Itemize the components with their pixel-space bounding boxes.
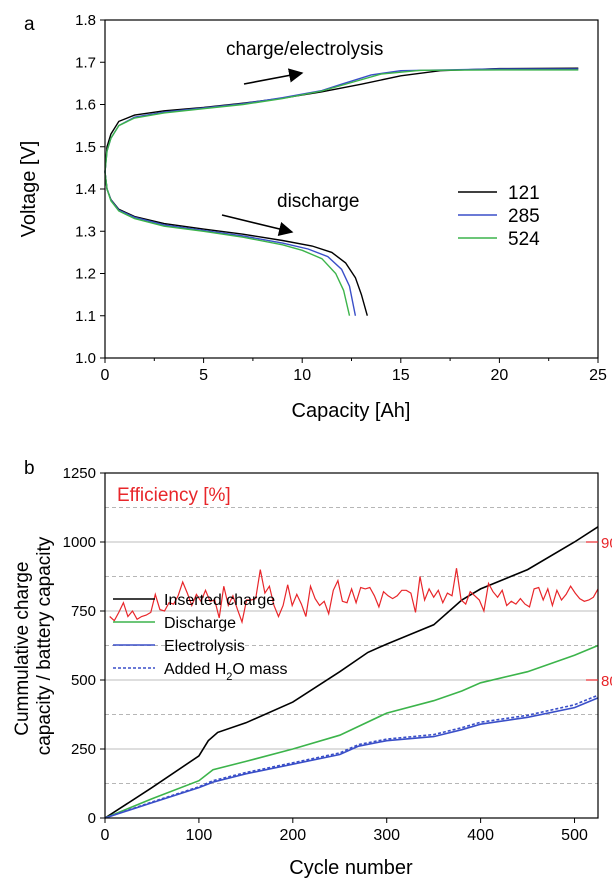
b-x-tick-label-400: 400 <box>467 827 494 844</box>
y-tick-label-1.0: 1.0 <box>75 350 96 367</box>
panel-b-series <box>104 526 599 819</box>
b-y-tick-label-1000: 1000 <box>63 534 96 551</box>
y-tick-label-1.5: 1.5 <box>75 139 96 156</box>
legend-label-electrolysis: Electrolysis <box>164 638 245 655</box>
panel-b-legend: Inserted charge Discharge Electrolysis Adde… <box>113 592 288 683</box>
legend-label-285: 285 <box>508 206 540 227</box>
x-tick-label-5: 5 <box>199 367 208 384</box>
series-285-charge-line <box>104 68 579 173</box>
panel-a-label: a <box>24 14 35 35</box>
y-tick-label-1.2: 1.2 <box>75 266 96 283</box>
panel-b-ticks: 0 100 200 300 400 500 0 250 500 750 1000 1250 <box>63 465 588 844</box>
panel-a: a 0 5 10 15 20 251.01.11.21.31.41.51.61.71.8 … <box>18 12 607 422</box>
legend-label-discharge: Discharge <box>164 615 236 632</box>
series-efficiency-line <box>109 568 599 625</box>
b-y-tick-label-500: 500 <box>71 672 96 689</box>
panel-b-label: b <box>24 458 35 479</box>
b-x-tick-label-500: 500 <box>561 827 588 844</box>
panel-a-y-axis-label: Voltage [V] <box>18 141 40 238</box>
panel-b-y-axis-label: Cummulative charge capacity / battery ca… <box>12 536 55 755</box>
panel-a-ticks: 0 5 10 15 20 25 1.0 1.1 1.2 1.3 1.4 1.5 1.6 1.7 1.8 <box>75 12 607 384</box>
x-tick-label-0: 0 <box>101 367 110 384</box>
b-y-tick-label-750: 750 <box>71 603 96 620</box>
y-tick-label-1.7: 1.7 <box>75 54 96 71</box>
y-tick-label-1.1: 1.1 <box>75 308 96 325</box>
series-524-charge-line <box>104 69 579 173</box>
legend-label-121: 121 <box>508 183 540 204</box>
annotation-charge-electrolysis: charge/electrolysis <box>226 39 383 60</box>
b-x-tick-label-300: 300 <box>373 827 400 844</box>
panel-b-plot-frame <box>104 472 599 819</box>
x-tick-label-10: 10 <box>293 367 311 384</box>
charge-arrow <box>243 68 304 85</box>
y-tick-label-1.3: 1.3 <box>75 223 96 240</box>
discharge-arrow <box>221 214 294 236</box>
b-x-tick-label-200: 200 <box>279 827 306 844</box>
legend-label-added-h2o-mass: Added H2O mass <box>164 661 288 683</box>
b-y-tick-label-250: 250 <box>71 741 96 758</box>
efficiency-tick-label-90: 90 <box>601 535 612 552</box>
series-524-discharge-line <box>104 172 351 316</box>
panel-a-x-axis-label: Capacity [Ah] <box>292 400 411 422</box>
b-y-tick-label-1250: 1250 <box>63 465 96 482</box>
panel-b-y-axis-label-line1: Cummulative charge <box>12 562 33 736</box>
efficiency-axis-title: Efficiency [%] <box>117 485 231 506</box>
series-electrolysis-line <box>104 697 599 819</box>
series-added-h2o-mass-line <box>104 694 599 819</box>
x-tick-label-15: 15 <box>392 367 410 384</box>
y-tick-label-1.8: 1.8 <box>75 12 96 29</box>
legend-label-inserted-charge: Inserted charge <box>164 592 275 609</box>
panel-b-y-axis-label-line2: capacity / battery capacity <box>34 536 55 755</box>
y-tick-label-1.4: 1.4 <box>75 181 96 198</box>
x-tick-label-25: 25 <box>589 367 607 384</box>
annotation-discharge: discharge <box>277 191 359 212</box>
b-x-tick-label-0: 0 <box>101 827 110 844</box>
y-tick-label-1.6: 1.6 <box>75 97 96 114</box>
b-x-tick-label-100: 100 <box>186 827 213 844</box>
panel-a-series <box>104 67 579 316</box>
x-tick-label-20: 20 <box>491 367 509 384</box>
series-inserted-charge-line <box>104 526 599 819</box>
efficiency-tick-label-80: 80 <box>601 673 612 690</box>
b-y-tick-label-0: 0 <box>88 810 96 827</box>
efficiency-axis-ticks: 90 80 <box>586 535 612 690</box>
panel-b-x-axis-label: Cycle number <box>289 857 413 878</box>
panel-b: b 0 100 200 300 400 500 0 250 500 750 1000 1250 Eff… <box>12 458 612 878</box>
series-discharge-line <box>104 644 599 819</box>
legend-label-524: 524 <box>508 229 540 250</box>
